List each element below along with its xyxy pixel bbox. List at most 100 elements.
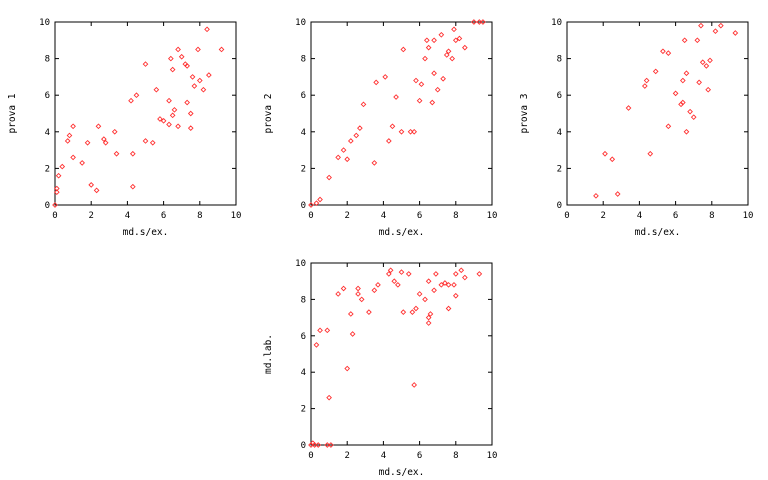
x-tick-label: 4	[125, 211, 130, 221]
data-point	[393, 94, 399, 100]
data-point	[641, 83, 648, 89]
data-point	[683, 128, 690, 135]
data-point	[462, 274, 468, 281]
data-point	[317, 327, 323, 334]
data-point	[614, 191, 621, 197]
plot-frame	[310, 21, 493, 206]
data-point	[680, 99, 686, 106]
x-tick-label: 0	[308, 211, 313, 221]
data-point	[431, 70, 437, 77]
data-point	[129, 150, 136, 157]
data-point	[452, 292, 459, 299]
data-point	[184, 99, 190, 106]
data-point	[451, 26, 457, 33]
data-point	[391, 278, 398, 285]
plot-panel-2: 0 2 4 6 8 10 0 2 4 6 8 10 md.s/ex. prova 2	[263, 18, 497, 238]
data-point	[328, 442, 334, 448]
data-point	[160, 117, 167, 124]
data-point	[422, 296, 428, 303]
y-tick-label: 4	[301, 128, 306, 138]
y-tick-label: 2	[301, 405, 306, 415]
data-point	[683, 70, 690, 77]
data-point	[425, 44, 432, 51]
data-point	[458, 267, 465, 274]
data-point	[355, 285, 361, 292]
data-point	[385, 138, 392, 144]
y-tick-label: 10	[551, 18, 562, 28]
data-point	[413, 305, 419, 312]
data-point	[70, 154, 76, 161]
data-point	[405, 271, 412, 277]
data-point	[349, 331, 356, 337]
data-point	[476, 271, 483, 277]
x-tick-label: 4	[381, 211, 386, 221]
data-point	[407, 128, 414, 135]
data-point	[456, 35, 463, 42]
data-point	[699, 59, 706, 66]
x-tick-label: 4	[637, 211, 642, 221]
data-point	[324, 327, 331, 334]
y-tick-label: 0	[301, 441, 306, 451]
data-point	[431, 287, 437, 294]
data-point	[434, 86, 441, 93]
data-point	[400, 309, 407, 315]
data-point	[55, 172, 62, 179]
y-axis-label: prova 3	[519, 93, 530, 133]
data-point	[665, 50, 672, 56]
y-tick-label: 8	[301, 55, 306, 65]
data-point	[93, 187, 100, 194]
data-point	[347, 138, 354, 144]
data-point	[195, 46, 201, 53]
data-point	[647, 150, 654, 157]
y-tick-label: 2	[45, 164, 50, 174]
y-tick-label: 6	[45, 91, 50, 101]
y-tick-label: 10	[295, 18, 306, 28]
x-tick-label: 6	[417, 451, 422, 461]
data-point	[443, 52, 450, 58]
y-tick-label: 2	[557, 164, 562, 174]
data-point	[694, 37, 701, 44]
x-axis-label: md.s/ex.	[379, 227, 425, 238]
data-point	[187, 125, 194, 131]
data-point	[357, 125, 363, 131]
data-point	[175, 46, 181, 53]
data-point	[732, 30, 739, 36]
y-tick-label: 4	[301, 368, 306, 378]
data-point	[355, 291, 361, 297]
data-point	[429, 99, 436, 106]
data-point	[196, 77, 203, 84]
data-point	[175, 123, 181, 130]
data-point	[64, 138, 71, 144]
y-axis-label: md.lab.	[263, 334, 274, 374]
y-tick-label: 10	[39, 18, 50, 28]
y-tick-label: 0	[557, 201, 562, 211]
data-point	[70, 123, 76, 130]
data-point	[440, 75, 446, 82]
data-point	[191, 83, 198, 89]
data-point	[326, 394, 332, 401]
data-point	[385, 271, 392, 277]
data-point	[690, 114, 697, 120]
data-point	[678, 101, 684, 108]
data-point	[707, 57, 713, 64]
y-tick-label: 8	[45, 55, 50, 65]
data-point	[79, 160, 85, 166]
data-point	[438, 282, 445, 288]
data-point	[625, 105, 632, 111]
data-point	[371, 160, 378, 166]
data-point	[149, 139, 156, 146]
data-point	[665, 123, 672, 130]
data-point	[353, 132, 360, 139]
data-point	[313, 200, 320, 207]
plot-panel-3: 0 2 4 6 8 10 0 2 4 6 8 10 md.s/ex. prova 3	[519, 18, 753, 238]
x-tick-label: 8	[197, 211, 202, 221]
plot-frame	[566, 21, 749, 206]
data-point	[451, 282, 457, 288]
data-point	[169, 112, 176, 119]
x-tick-label: 6	[161, 211, 166, 221]
data-point	[373, 79, 379, 86]
data-point	[433, 271, 439, 277]
x-axis-label: md.s/ex.	[635, 227, 681, 238]
data-point	[53, 185, 60, 192]
x-tick-label: 2	[344, 211, 349, 221]
